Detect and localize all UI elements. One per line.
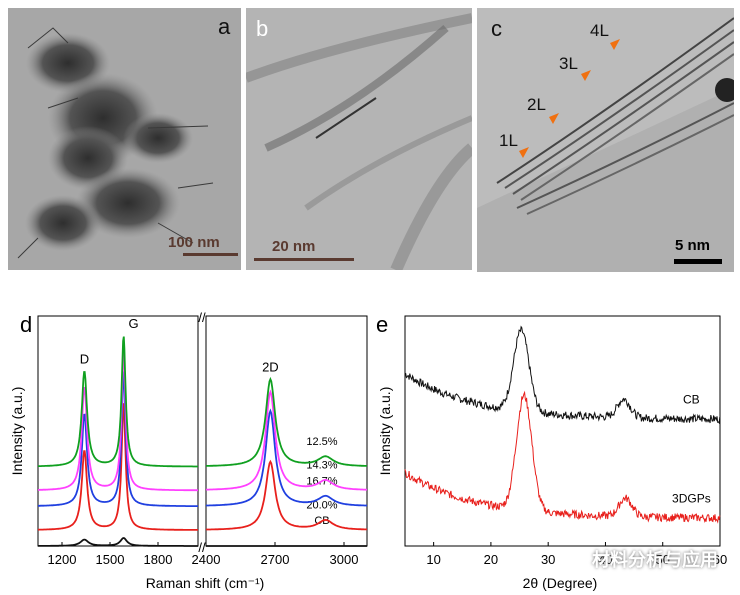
peak-label-2D: 2D	[262, 359, 279, 374]
panel-b-label: b	[256, 16, 269, 41]
marker-2L	[549, 113, 559, 124]
marker-3L	[581, 70, 591, 81]
marker-1L	[519, 147, 529, 158]
raman-series-14.3%-right	[206, 389, 367, 491]
raman-tick-label: 1500	[96, 552, 125, 567]
raman-series-14.3%-left	[38, 350, 198, 492]
panel-b-micrograph	[246, 13, 472, 270]
watermark: 材料分析与应用	[560, 546, 718, 572]
panel-c-micrograph	[477, 17, 734, 272]
panel-e-xrd-chart: 10 20 30 40 50 60 2θ (Degree) Intensity (a.u.) e…	[370, 296, 740, 595]
raman-tick-label: 1800	[144, 552, 173, 567]
wechat-icon	[560, 548, 586, 570]
xrd-chart-svg: 10 20 30 40 50 60 2θ (Degree) Intensity (a.u.) e…	[376, 312, 727, 591]
peak-label-D: D	[80, 352, 89, 367]
panel-c-hrtem-image: c 1L 2L 3L 4L 5 nm	[477, 8, 734, 272]
layer-label-1L: 1L	[499, 131, 518, 150]
raman-frame-left	[37, 315, 199, 547]
raman-x-axis-label: Raman shift (cm⁻¹)	[146, 575, 265, 591]
xrd-x-axis-label: 2θ (Degree)	[523, 575, 598, 591]
raman-y-axis-label: Intensity (a.u.)	[9, 387, 25, 476]
raman-frame-right	[205, 315, 368, 547]
xrd-frame	[404, 315, 721, 547]
raman-series-16.7%-left	[38, 371, 198, 507]
xrd-y-axis-label: Intensity (a.u.)	[377, 387, 393, 476]
xrd-series-label: CB	[683, 392, 700, 406]
raman-series-12.5%-right	[206, 376, 367, 467]
panel-e-label: e	[376, 312, 388, 337]
watermark-text: 材料分析与应用	[592, 550, 718, 570]
panel-c-label: c	[491, 16, 502, 41]
panel-a-micrograph	[17, 27, 238, 259]
xrd-tick-label: 30	[541, 552, 555, 567]
xrd-tick-label: 20	[484, 552, 498, 567]
raman-series-16.7%-right	[206, 408, 368, 507]
panel-a-tem-image: a 100 nm	[8, 8, 241, 270]
panel-a-scalebar-text: 100 nm	[168, 234, 220, 251]
raman-tick-label: 1200	[48, 552, 77, 567]
panel-a-label: a	[218, 14, 231, 39]
peak-label-G: G	[129, 316, 139, 331]
raman-series-label: 14.3%	[306, 460, 337, 472]
panel-b-scalebar-text: 20 nm	[272, 238, 316, 255]
panel-b-tem-image: b 20 nm	[246, 8, 472, 270]
raman-series-20.0%-left	[38, 403, 198, 531]
panel-b-scale-line	[254, 258, 354, 261]
raman-tick-label: 2400	[192, 552, 221, 567]
xrd-tick-label: 50	[655, 552, 669, 567]
raman-series-CB-left	[38, 537, 198, 547]
axis-break-bottom: //	[198, 540, 206, 555]
layer-label-4L: 4L	[590, 21, 609, 40]
panel-a-scale-line	[183, 253, 238, 256]
xrd-tick-label: 40	[598, 552, 612, 567]
raman-tick-label: 3000	[330, 552, 359, 567]
raman-series-label: 12.5%	[306, 436, 337, 448]
panel-c-scale-line	[674, 259, 722, 264]
xrd-series-3DGPs	[404, 390, 721, 524]
axis-break-top: //	[198, 310, 206, 325]
raman-chart-svg: // // 1200 1500 1800 2400 2700 3000 Raman shift …	[9, 310, 368, 591]
raman-series-label: 20.0%	[306, 499, 337, 511]
xrd-tick-label: 10	[426, 552, 440, 567]
layer-label-3L: 3L	[559, 54, 578, 73]
xrd-series-label: 3DGPs	[672, 491, 711, 505]
panel-d-raman-chart: // // 1200 1500 1800 2400 2700 3000 Raman shift …	[0, 296, 380, 595]
marker-4L	[610, 39, 620, 50]
panel-d-label: d	[20, 312, 32, 337]
raman-series-20.0%-right	[206, 459, 367, 531]
raman-tick-label: 2700	[261, 552, 290, 567]
panel-c-scalebar-text: 5 nm	[675, 237, 711, 254]
layer-label-2L: 2L	[527, 95, 546, 114]
xrd-tick-label: 60	[713, 552, 727, 567]
raman-series-12.5%-left	[38, 336, 198, 468]
xrd-series-CB	[404, 325, 721, 425]
